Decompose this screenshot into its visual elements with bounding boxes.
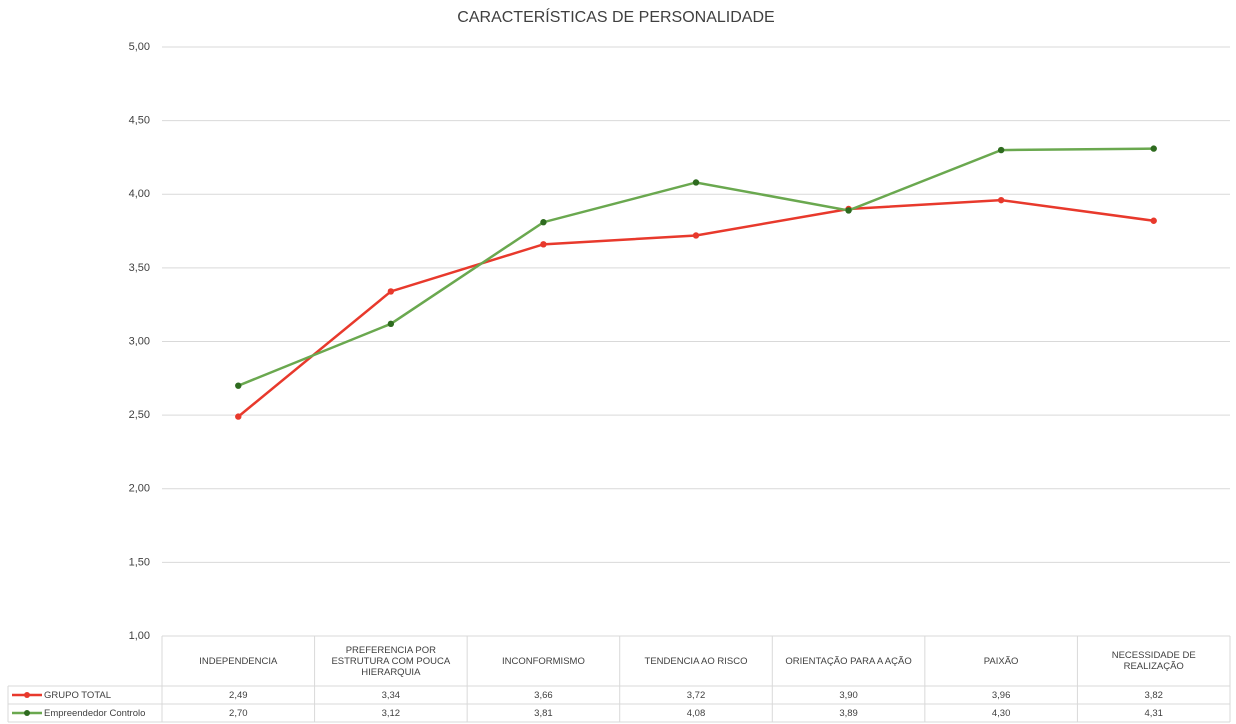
- category-label: PREFERENCIA POR ESTRUTURA COM POUCA HIER…: [331, 644, 451, 678]
- y-tick-label: 2,50: [129, 409, 150, 421]
- point: [692, 232, 700, 239]
- point: [1150, 217, 1157, 224]
- point: [1150, 145, 1157, 152]
- legend-key-marker: [24, 710, 30, 716]
- table-value: 4,30: [991, 707, 1011, 719]
- legend-label: GRUPO TOTAL: [44, 689, 112, 701]
- table-value: 4,08: [686, 707, 706, 719]
- y-tick-label: 3,00: [129, 335, 150, 347]
- table-value: 3,34: [381, 689, 401, 701]
- point: [387, 320, 395, 328]
- table-value: 2,49: [229, 689, 248, 701]
- point: [845, 207, 852, 214]
- table-value: 3,82: [1144, 689, 1163, 701]
- category-label: INCONFORMISMO: [501, 655, 585, 667]
- category-label: PAIXÃO: [983, 655, 1019, 667]
- table-value: 3,12: [381, 707, 401, 719]
- table-value: 2,70: [229, 707, 248, 719]
- y-tick-label: 4,50: [129, 115, 150, 127]
- point: [387, 288, 395, 295]
- legend-key-marker: [24, 692, 30, 698]
- point: [235, 382, 242, 389]
- category-label: INDEPENDENCIA: [199, 655, 278, 667]
- table-value: 3,72: [686, 689, 706, 701]
- table-value: 3,66: [534, 689, 553, 701]
- point: [997, 196, 1005, 204]
- category-label: TENDENCIA AO RISCO: [644, 655, 748, 667]
- table-value: 4,31: [1144, 707, 1163, 719]
- point: [540, 241, 547, 248]
- table-value: 3,89: [839, 707, 858, 719]
- table-value: 3,81: [534, 707, 553, 719]
- legend-label: Empreendedor Controlo: [44, 707, 146, 719]
- category-label: NECESSIDADE DE REALIZAÇÃO: [1111, 650, 1196, 672]
- point: [235, 413, 242, 420]
- chart-title: CARACTERÍSTICAS DE PERSONALIDADE: [457, 7, 774, 26]
- y-tick-label: 2,00: [129, 483, 150, 495]
- y-tick-label: 3,50: [129, 262, 150, 274]
- y-tick-label: 5,00: [129, 41, 150, 53]
- category-label: ORIENTAÇÃO PARA A AÇÃO: [785, 655, 912, 667]
- table-value: 3,96: [991, 689, 1011, 701]
- y-tick-label: 4,00: [129, 188, 150, 200]
- point: [540, 219, 547, 226]
- y-tick-label: 1,50: [129, 556, 150, 568]
- point: [997, 146, 1005, 154]
- y-tick-label: 1,00: [129, 630, 150, 642]
- table-value: 3,90: [839, 689, 858, 701]
- point: [692, 179, 700, 186]
